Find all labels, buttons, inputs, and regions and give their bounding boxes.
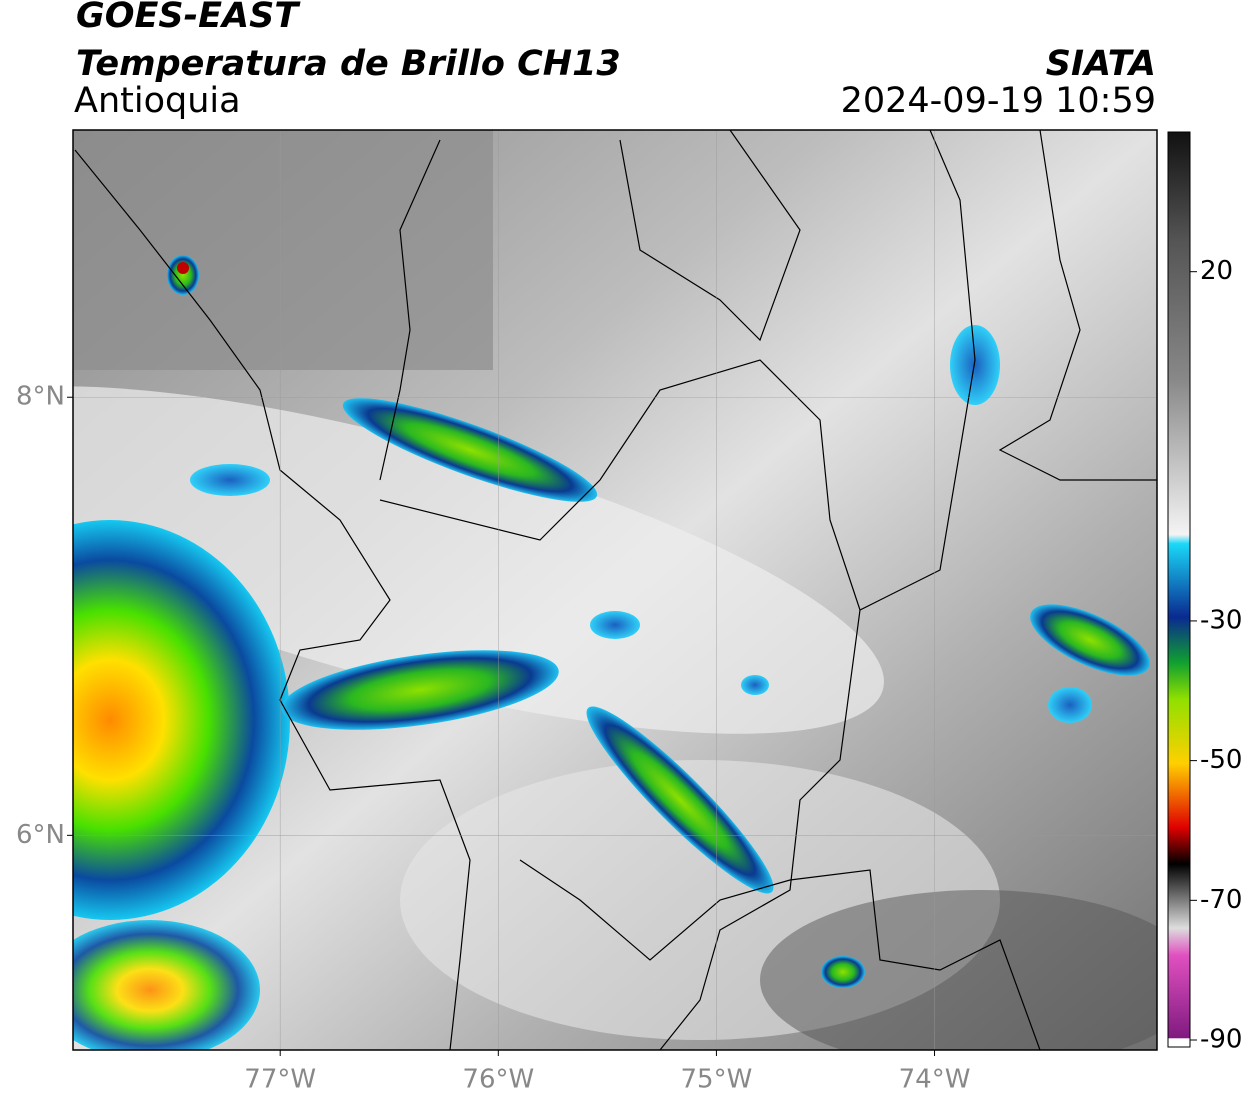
subtitle: Temperatura de Brillo CH13 bbox=[76, 44, 621, 84]
colorbar-tick-label: -70 bbox=[1200, 885, 1242, 915]
colorbar-tick-label: -50 bbox=[1200, 745, 1242, 775]
convective-cell bbox=[73, 520, 290, 920]
convective-cell bbox=[821, 956, 865, 988]
convective-cell bbox=[586, 706, 774, 894]
border bbox=[619, 130, 801, 342]
border bbox=[379, 130, 976, 611]
cloud-cell bbox=[741, 675, 769, 695]
map-frame bbox=[72, 129, 1158, 1051]
colorbar bbox=[1167, 131, 1191, 1048]
border bbox=[998, 130, 1157, 481]
border bbox=[74, 149, 471, 1050]
convective-cell bbox=[1030, 604, 1150, 676]
convective-cell bbox=[73, 920, 260, 1050]
convective-cell bbox=[167, 255, 199, 295]
convective-core bbox=[177, 262, 189, 274]
cloud-band bbox=[73, 386, 884, 734]
cloud-cell bbox=[950, 325, 1000, 405]
colorbar-tick-label: -30 bbox=[1200, 605, 1242, 635]
x-tick-label: 74°W bbox=[899, 1065, 971, 1095]
y-tick-label: 6°N bbox=[16, 820, 65, 850]
convective-cell bbox=[281, 650, 559, 730]
colorbar-tick-label: -90 bbox=[1200, 1025, 1242, 1055]
border bbox=[379, 139, 441, 481]
region: Antioquia bbox=[74, 81, 241, 121]
cloud-cell bbox=[190, 464, 270, 496]
cloud-cell bbox=[1048, 687, 1092, 723]
grid bbox=[73, 130, 1157, 1050]
sea bbox=[73, 130, 493, 370]
x-tick-label: 76°W bbox=[462, 1065, 534, 1095]
convective-cell bbox=[342, 398, 598, 502]
x-tick-label: 75°W bbox=[681, 1065, 753, 1095]
title: GOES-EAST bbox=[76, 0, 301, 36]
source: SIATA bbox=[1046, 44, 1156, 84]
map bbox=[73, 130, 1157, 1050]
x-tick-label: 77°W bbox=[244, 1065, 316, 1095]
clear-sky bbox=[760, 890, 1157, 1050]
cloud-cell bbox=[590, 611, 640, 639]
colorbar-tick-label: 20 bbox=[1200, 256, 1233, 286]
border bbox=[519, 859, 1041, 1050]
datetime: 2024-09-19 10:59 bbox=[841, 81, 1156, 121]
border bbox=[659, 609, 861, 1050]
y-tick-label: 8°N bbox=[16, 382, 65, 412]
